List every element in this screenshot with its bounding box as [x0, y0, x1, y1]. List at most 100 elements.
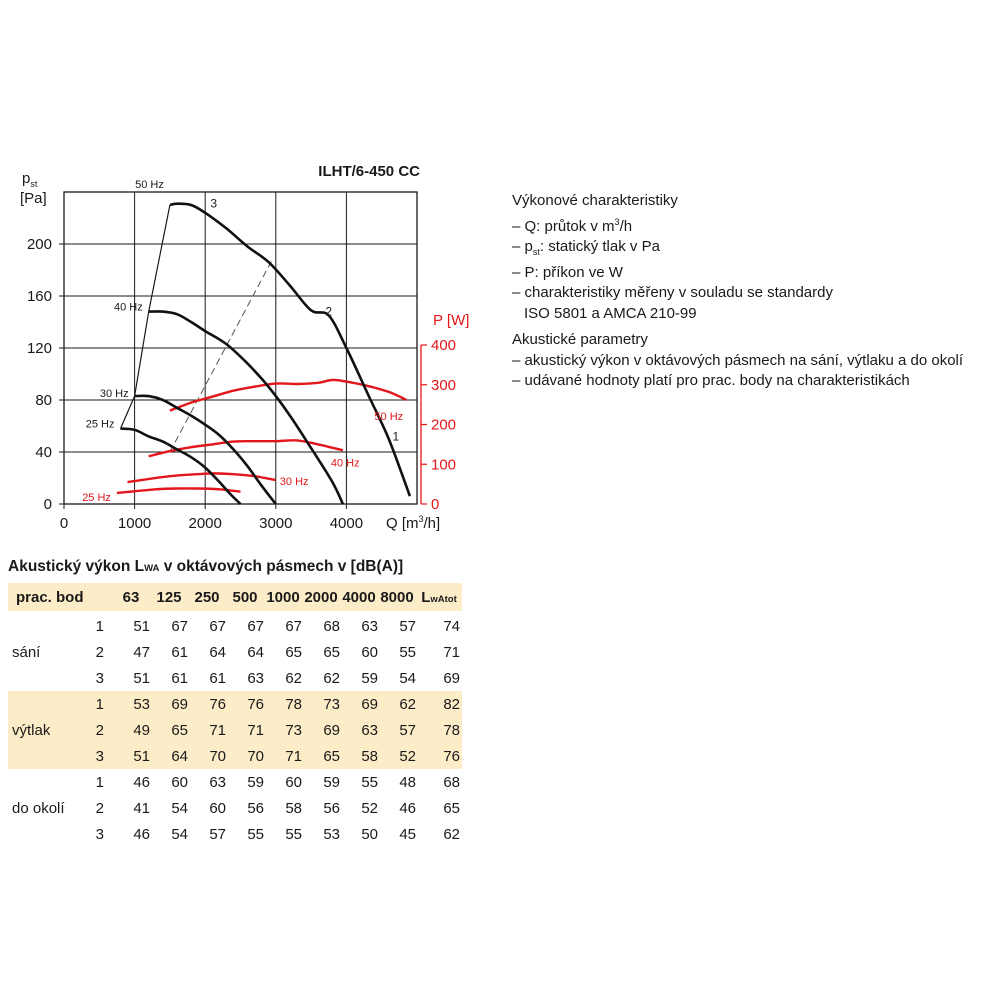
band-value: 64: [247, 643, 264, 661]
row-group-label: [8, 743, 77, 769]
table-row: sání 2 47 61 64 64 65 65 60 55 71: [8, 639, 462, 665]
band-value: 53: [112, 691, 150, 717]
row-group-label: [8, 612, 77, 639]
x-tick-label: 4000: [330, 515, 363, 532]
band-value: 45: [399, 825, 416, 843]
x-tick-label: 3000: [259, 515, 292, 532]
row-point: 2: [76, 717, 112, 743]
power-series-label: 25 Hz: [82, 492, 111, 504]
chart-grid: 0 1000 2000 3000 400004080120160200010020030…: [27, 191, 456, 532]
band-value: 55: [361, 773, 378, 791]
y2-tick-label: 300: [431, 377, 456, 394]
band-value: 56: [323, 799, 340, 817]
power-curve-30hz: [127, 472, 277, 484]
performance-info: Výkonové charakteristiky Q: průtok v m3/…: [512, 191, 833, 324]
operating-point-label: 3: [210, 197, 217, 211]
y-tick-label: 200: [27, 236, 52, 253]
band-value: 61: [171, 669, 188, 687]
band-value: 71: [264, 743, 302, 769]
band-value: 49: [112, 717, 150, 743]
band-value: 52: [361, 799, 378, 817]
acoustic-info-item: akustický výkon v oktávových pásmech na …: [512, 351, 964, 372]
y-axis-title: pst: [22, 170, 38, 189]
performance-info-title: Výkonové charakteristiky: [512, 192, 678, 209]
band-value: 41: [133, 799, 150, 817]
row-point: 3: [95, 825, 104, 843]
band-value: 60: [209, 799, 226, 817]
y-tick-label: 40: [35, 444, 52, 461]
band-value: 60: [171, 773, 188, 791]
table-group-surroundings: 1 46 60 63 59 60 59 55 48 68 do okolí 2 41 54 60 56 58 56…: [8, 769, 462, 847]
band-value: 54: [171, 799, 188, 817]
table-row: 3 51 64 70 70 71 65 58 52 76: [8, 743, 462, 769]
y2-tick-label: 400: [431, 337, 456, 354]
table-header-row: prac. bod 63 125 250 500 1000 2000 4000 …: [8, 583, 462, 612]
y-tick-label: 0: [44, 496, 52, 513]
header-operating-point: prac. bod: [8, 583, 112, 612]
band-value: 62: [378, 691, 416, 717]
table-row: 3 51 61 61 63 62 62 59 54 69: [8, 665, 462, 691]
total-value: 69: [443, 669, 460, 687]
band-value: 67: [285, 617, 302, 635]
operating-line-layer: [119, 204, 273, 453]
band-value: 59: [323, 773, 340, 791]
y2-tick-label: 0: [431, 496, 439, 513]
table-row: 1 53 69 76 76 78 73 69 62 82: [8, 691, 462, 717]
band-value: 51: [112, 743, 150, 769]
row-group-label: sání: [12, 643, 41, 661]
header-band: 1000: [264, 583, 302, 612]
band-value: 73: [264, 717, 302, 743]
band-value: 60: [361, 643, 378, 661]
band-value: 61: [209, 669, 226, 687]
band-value: 76: [188, 691, 226, 717]
y2-tick-label: 100: [431, 456, 456, 473]
pressure-series-label: 40 Hz: [114, 302, 143, 314]
band-value: 57: [399, 617, 416, 635]
header-total: LwAtot: [416, 583, 462, 612]
band-value: 78: [264, 691, 302, 717]
total-value: 78: [416, 717, 462, 743]
row-group-label: [8, 821, 77, 847]
pressure-series-label: 50 Hz: [135, 179, 164, 191]
y-axis-unit: [Pa]: [20, 190, 47, 207]
total-value: 82: [416, 691, 462, 717]
band-value: 62: [323, 669, 340, 687]
band-value: 70: [188, 743, 226, 769]
band-value: 64: [150, 743, 188, 769]
info-item-standards: charakteristiky měřeny v souladu se stan…: [512, 283, 833, 324]
band-value: 65: [285, 643, 302, 661]
band-value: 48: [399, 773, 416, 791]
band-value: 53: [323, 825, 340, 843]
band-value: 56: [247, 799, 264, 817]
band-value: 67: [209, 617, 226, 635]
table-row: do okolí 2 41 54 60 56 58 56 52 46 65: [8, 795, 462, 821]
band-value: 65: [302, 743, 340, 769]
row-point: 2: [95, 643, 104, 661]
x-tick-label: 0: [60, 515, 68, 532]
info-item-power: P: příkon ve W: [512, 263, 833, 284]
pressure-series-label: 30 Hz: [100, 388, 129, 400]
band-value: 71: [188, 717, 226, 743]
labels-layer: 50 Hz 40 Hz 30 Hz 25 Hz 50 Hz 40 Hz 30 Hz 25 Hz…: [82, 179, 403, 504]
table-row: 1 46 60 63 59 60 59 55 48 68: [8, 769, 462, 795]
total-value: 62: [443, 825, 460, 843]
pressure-series-label: 25 Hz: [86, 419, 115, 431]
header-band: 8000: [378, 583, 416, 612]
acoustic-info-title: Akustické parametry: [512, 331, 648, 348]
band-value: 69: [340, 691, 378, 717]
band-value: 61: [171, 643, 188, 661]
band-value: 62: [285, 669, 302, 687]
y-tick-label: 120: [27, 340, 52, 357]
band-value: 70: [226, 743, 264, 769]
row-group-label: [8, 769, 77, 795]
band-value: 63: [209, 773, 226, 791]
row-point: 1: [76, 691, 112, 717]
band-value: 64: [209, 643, 226, 661]
x-tick-label: 1000: [118, 515, 151, 532]
info-item-flow: Q: průtok v m3/h: [512, 212, 833, 238]
curve-boundary-line: [119, 204, 171, 429]
power-curve-25hz: [116, 487, 241, 495]
band-value: 54: [171, 825, 188, 843]
band-value: 65: [323, 643, 340, 661]
band-value: 63: [247, 669, 264, 687]
